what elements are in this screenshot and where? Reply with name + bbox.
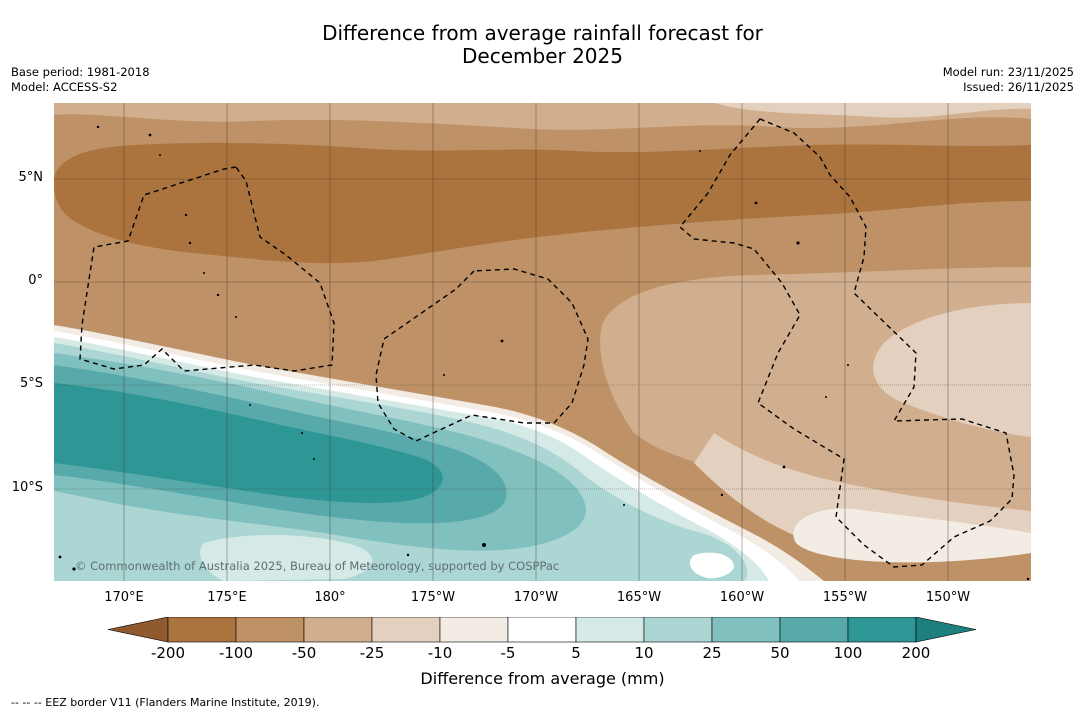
colorbar-segment xyxy=(235,616,305,643)
contour-se-band-2 xyxy=(793,508,1031,563)
lon-label: 155°W xyxy=(822,590,868,605)
contour-south-blob-2 xyxy=(200,534,373,581)
contour-white-spot xyxy=(689,552,734,579)
title-line-2: December 2025 xyxy=(462,44,623,68)
meta-left: Base period: 1981-2018 Model: ACCESS-S2 xyxy=(11,65,150,94)
lon-label: 150°W xyxy=(925,590,971,605)
rainfall-map[interactable] xyxy=(54,103,1031,581)
colorbar-segment xyxy=(711,616,781,643)
colorbar-segment xyxy=(303,616,373,643)
contour-top-lighter xyxy=(714,103,1031,118)
lon-label: 175°E xyxy=(207,590,247,605)
colorbar-tick: 25 xyxy=(702,644,722,662)
chart-title: Difference from average rainfall forecas… xyxy=(0,22,1085,68)
colorbar-tick: 5 xyxy=(571,644,581,662)
lon-label: 160°W xyxy=(719,590,765,605)
eez-phoenix xyxy=(375,268,589,442)
map-canvas xyxy=(54,103,1031,581)
eez-line-islands xyxy=(679,118,1015,568)
lon-label: 170°W xyxy=(513,590,559,605)
contour-wet-100 xyxy=(54,383,443,503)
colorbar-segment xyxy=(167,616,237,643)
colorbar xyxy=(107,616,978,647)
eez-footnote: -- -- -- EEZ border V11 (Flanders Marine… xyxy=(11,696,320,709)
lon-label: 180° xyxy=(314,590,346,605)
lat-label: 10°S xyxy=(11,480,43,495)
model-run: Model run: 23/11/2025 xyxy=(942,65,1074,79)
copyright-notice: © Commonwealth of Australia 2025, Bureau… xyxy=(75,559,560,573)
colorbar-tick: 200 xyxy=(901,644,931,662)
colorbar-tick: -50 xyxy=(291,644,317,662)
colorbar-segment xyxy=(643,616,713,643)
colorbar-segment xyxy=(847,616,917,643)
colorbar-extend-high xyxy=(915,616,977,643)
model-name: Model: ACCESS-S2 xyxy=(11,79,118,94)
issued-date: Issued: 26/11/2025 xyxy=(963,79,1074,94)
lat-label: 5°N xyxy=(18,170,44,185)
colorbar-segment xyxy=(371,616,441,643)
colorbar-tick: 100 xyxy=(833,644,863,662)
colorbar-segment xyxy=(507,616,577,643)
lat-label: 5°S xyxy=(19,376,43,391)
gridlines xyxy=(54,103,1031,581)
colorbar-extend-low xyxy=(107,616,169,643)
meta-right: Model run: 23/11/2025 Issued: 26/11/2025 xyxy=(943,65,1074,94)
colorbar-tick: -10 xyxy=(427,644,453,662)
contour-east-lighter xyxy=(873,303,1031,437)
contour-dark-dry xyxy=(54,142,1031,264)
colorbar-segment xyxy=(439,616,509,643)
colorbar-segment xyxy=(779,616,849,643)
eez-borders xyxy=(79,118,1015,568)
islands xyxy=(58,125,1030,581)
eez-kiribati-gilbert xyxy=(79,166,335,372)
colorbar-tick: 50 xyxy=(770,644,790,662)
base-period: Base period: 1981-2018 xyxy=(11,65,150,79)
colorbar-tick: -5 xyxy=(500,644,516,662)
lon-label: 170°E xyxy=(104,590,144,605)
contour-south-blob xyxy=(54,503,232,562)
colorbar-svg xyxy=(107,616,977,643)
colorbar-tick: -25 xyxy=(359,644,385,662)
lon-label: 165°W xyxy=(616,590,662,605)
title-line-1: Difference from average rainfall forecas… xyxy=(322,21,763,45)
lon-label: 175°W xyxy=(410,590,456,605)
colorbar-tick: 10 xyxy=(634,644,654,662)
lat-label: 0° xyxy=(28,273,43,288)
colorbar-tick: -200 xyxy=(150,644,186,662)
colorbar-tick: -100 xyxy=(218,644,254,662)
colorbar-label: Difference from average (mm) xyxy=(420,669,665,688)
colorbar-segment xyxy=(575,616,645,643)
